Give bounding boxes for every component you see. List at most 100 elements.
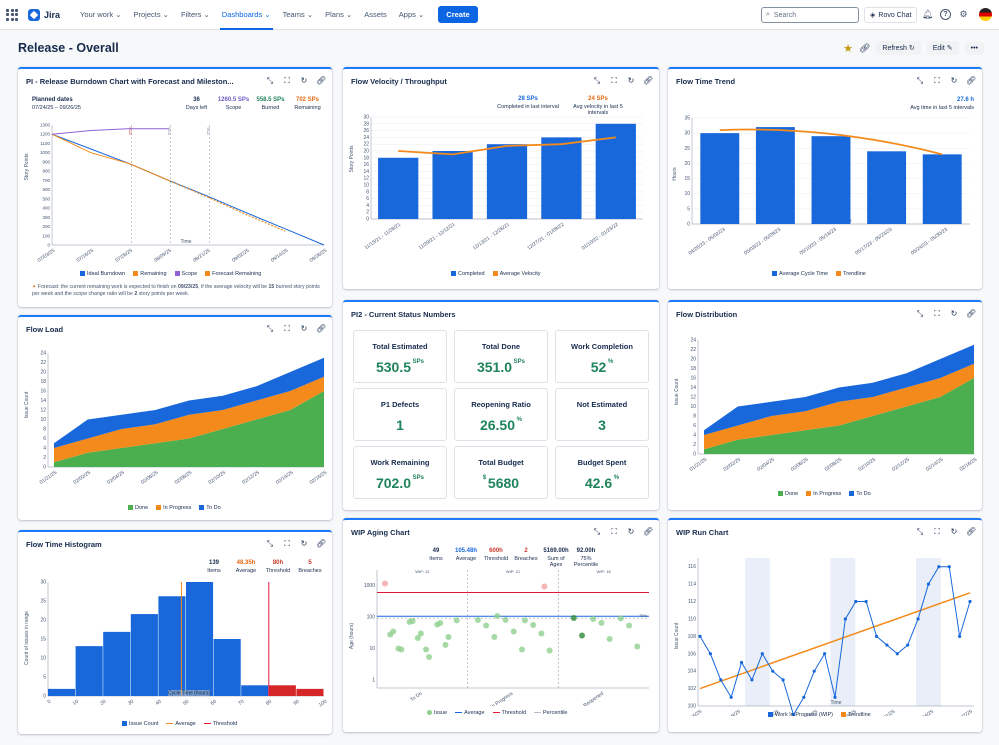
status-tile-total-budget[interactable]: Total Budget $ 5680 <box>454 446 548 499</box>
minimize-icon[interactable]: ⤡ <box>916 76 924 85</box>
flow-load-legend: Done In Progress To Do <box>128 505 221 511</box>
link-icon[interactable]: 🔗︎ <box>966 309 977 318</box>
legend-item[interactable]: In Progress <box>156 505 191 511</box>
user-avatar[interactable] <box>979 8 992 21</box>
search-input[interactable]: ⌕ Search <box>761 7 859 23</box>
nav-apps[interactable]: Apps ⌄ <box>393 0 431 30</box>
x-tick-label: 02/10/25 <box>858 457 878 473</box>
fullscreen-icon[interactable]: ⛶ <box>611 76 617 85</box>
issue-dot <box>494 612 501 619</box>
app-switcher-icon[interactable] <box>6 8 20 22</box>
legend-item[interactable]: Ideal Burndown <box>80 271 125 277</box>
link-icon[interactable]: 🔗︎ <box>643 527 654 536</box>
more-actions-button[interactable]: ••• <box>964 41 984 55</box>
edit-button[interactable]: Edit ✎ <box>926 41 959 55</box>
nav-your-work[interactable]: Your work ⌄ <box>74 0 127 30</box>
minimize-icon[interactable]: ⤡ <box>916 527 924 536</box>
legend-item[interactable]: Completed <box>451 271 485 277</box>
status-tile-total-estimated[interactable]: Total Estimated 530.5 SPs <box>353 330 447 383</box>
stat-3: 702 SPs Remaining <box>289 97 326 111</box>
status-tile-total-done[interactable]: Total Done 351.0 SPs <box>454 330 548 383</box>
link-icon[interactable]: 🔗︎ <box>966 76 977 85</box>
legend-item[interactable]: Trendline <box>840 712 871 718</box>
fullscreen-icon[interactable]: ⛶ <box>934 527 940 536</box>
status-tile-work-remaining[interactable]: Work Remaining 702.0 SPs <box>353 446 447 499</box>
minimize-icon[interactable]: ⤡ <box>593 76 601 85</box>
rovo-chat-button[interactable]: ◈ Rovo Chat <box>864 7 918 23</box>
legend-item[interactable]: To Do <box>199 505 221 511</box>
issue-dot <box>541 583 548 590</box>
reload-icon[interactable]: ↻ <box>627 527 635 536</box>
bar <box>922 154 962 224</box>
link-icon[interactable]: 🔗︎ <box>643 76 654 85</box>
legend-item[interactable]: Threshold <box>492 710 526 716</box>
legend-item[interactable]: Forecast Remaining <box>205 271 261 277</box>
status-tile-budget-spent[interactable]: Budget Spent 42.6 % <box>555 446 649 499</box>
fullscreen-icon[interactable]: ⛶ <box>284 539 290 548</box>
link-icon[interactable]: 🔗︎ <box>316 324 327 333</box>
reload-icon[interactable]: ↻ <box>300 76 308 85</box>
status-tile-p1-defects[interactable]: P1 Defects 1 <box>353 388 447 441</box>
legend-item[interactable]: Trendline <box>836 271 866 277</box>
legend-item[interactable]: Issue Count <box>122 721 158 727</box>
minimize-icon[interactable]: ⤡ <box>593 527 601 536</box>
nav-projects[interactable]: Projects ⌄ <box>127 0 174 30</box>
nav-dashboards[interactable]: Dashboards ⌄ <box>216 0 277 30</box>
legend-item[interactable]: Work In Progress (WIP) <box>768 712 833 718</box>
bar <box>867 151 907 224</box>
legend-item[interactable]: Issue <box>427 710 447 716</box>
y-tick-label: 15 <box>684 176 690 182</box>
nav-plans[interactable]: Plans ⌄ <box>319 0 358 30</box>
status-tile-reopening-ratio[interactable]: Reopening Ratio 26.50 % <box>454 388 548 441</box>
legend-item[interactable]: Average Cycle Time <box>772 271 828 277</box>
legend-item[interactable]: Average <box>166 721 196 727</box>
reload-icon[interactable]: ↻ <box>950 527 958 536</box>
refresh-button[interactable]: Refresh ↻ <box>876 41 921 55</box>
fullscreen-icon[interactable]: ⛶ <box>611 527 617 536</box>
star-icon[interactable]: ★ <box>843 42 853 55</box>
x-tick-label: 02/06/25 <box>140 470 160 486</box>
legend-swatch <box>772 271 777 277</box>
jira-logo[interactable]: Jira <box>28 8 60 21</box>
fullscreen-icon[interactable]: ⛶ <box>284 76 290 85</box>
notifications-icon[interactable]: 🔔︎ <box>921 9 934 19</box>
reload-icon[interactable]: ↻ <box>950 76 958 85</box>
legend-item[interactable]: Average Velocity <box>492 271 540 277</box>
nav-assets[interactable]: Assets <box>358 0 393 30</box>
help-icon[interactable]: ? <box>940 9 951 20</box>
legend-item[interactable]: Done <box>128 505 148 511</box>
minimize-icon[interactable]: ⤡ <box>266 539 274 548</box>
reload-icon[interactable]: ↻ <box>300 324 308 333</box>
nav-filters[interactable]: Filters ⌄ <box>175 0 216 30</box>
legend-item[interactable]: Scope <box>174 271 197 277</box>
status-tile-not-estimated[interactable]: Not Estimated 3 <box>555 388 649 441</box>
minimize-icon[interactable]: ⤡ <box>916 309 924 318</box>
legend-item[interactable]: To Do <box>849 491 871 497</box>
link-icon[interactable]: 🔗︎ <box>316 76 327 85</box>
fullscreen-icon[interactable]: ⛶ <box>284 324 290 333</box>
legend-item[interactable]: Average <box>455 710 485 716</box>
issue-dot <box>382 580 388 587</box>
legend-item[interactable]: Threshold <box>203 721 237 727</box>
fullscreen-icon[interactable]: ⛶ <box>934 76 940 85</box>
status-tile-work-completion[interactable]: Work Completion 52 % <box>555 330 649 383</box>
legend-item[interactable]: Percentile <box>534 710 567 716</box>
reload-icon[interactable]: ↻ <box>627 76 635 85</box>
minimize-icon[interactable]: ⤡ <box>266 76 274 85</box>
reload-icon[interactable]: ↻ <box>300 539 308 548</box>
legend-item[interactable]: In Progress <box>806 491 841 497</box>
fullscreen-icon[interactable]: ⛶ <box>934 309 940 318</box>
create-button[interactable]: Create <box>438 6 478 23</box>
nav-teams[interactable]: Teams ⌄ <box>277 0 319 30</box>
settings-gear-icon[interactable]: ⚙ <box>959 9 968 19</box>
y-tick-label: 22 <box>40 360 46 366</box>
link-icon[interactable]: 🔗︎ <box>966 527 977 536</box>
y-tick-label: 10 <box>369 646 375 652</box>
link-icon[interactable]: 🔗︎ <box>316 539 327 548</box>
reload-icon[interactable]: ↻ <box>950 309 958 318</box>
stat-1: 24 SPs Avg velocity in last 5 intervals <box>563 96 633 117</box>
legend-item[interactable]: Remaining <box>133 271 167 277</box>
minimize-icon[interactable]: ⤡ <box>266 324 274 333</box>
link-icon[interactable]: 🔗︎ <box>858 42 871 53</box>
legend-item[interactable]: Done <box>778 491 798 497</box>
